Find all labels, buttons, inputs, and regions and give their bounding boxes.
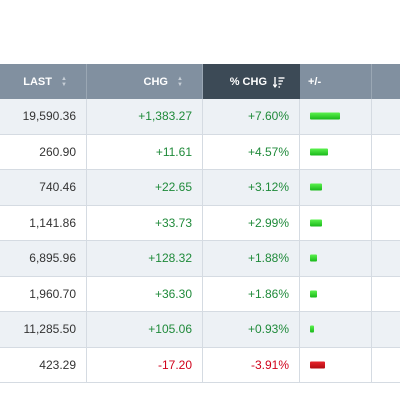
gain-bar [310,254,317,262]
cell-chg: +128.32 [87,241,203,276]
table-row[interactable]: 740.46 +22.65 +3.12% [0,170,400,206]
sort-updown-icon: ▲ ▼ [61,75,67,88]
cell-change-bar [300,276,372,311]
cell-next [372,99,400,134]
table-row[interactable]: 423.29 -17.20 -3.91% [0,347,400,383]
cell-last: 6,895.96 [0,241,87,276]
cell-chg: +105.06 [87,312,203,347]
table-row[interactable]: 1,141.86 +33.73 +2.99% [0,205,400,241]
cell-pct-chg: +1.88% [203,241,300,276]
cell-last: 11,285.50 [0,312,87,347]
cell-next [372,348,400,383]
cell-pct-chg: +7.60% [203,99,300,134]
column-header-plus-minus: +/- [300,64,372,99]
column-header-label: % CHG [229,75,267,88]
cell-change-bar [300,347,372,382]
table-body: 19,590.36 +1,383.27 +7.60% 260.90 +11.61 +4.5… [0,99,400,383]
cell-pct-chg: +1.86% [203,276,300,311]
cell-change-bar [300,312,372,347]
cell-next [372,206,400,241]
gain-bar [310,290,317,298]
cell-last: 19,590.36 [0,99,87,134]
column-header-pct-chg[interactable]: % CHG [203,64,300,99]
cell-last: 1,141.86 [0,205,87,240]
cell-pct-chg: -3.91% [203,347,300,382]
column-header-label: CHG [143,75,168,88]
cell-last: 1,960.70 [0,276,87,311]
cell-chg: +1,383.27 [87,99,203,134]
cell-chg: +36.30 [87,276,203,311]
gain-bar [310,112,340,120]
cell-change-bar [300,241,372,276]
gain-bar [310,325,314,333]
cell-next [372,170,400,205]
cell-change-bar [300,134,372,169]
table-header: LAST ▲ ▼ CHG ▲ ▼ % CHG +/- [0,64,400,99]
cell-chg: -17.20 [87,347,203,382]
gain-bar [310,148,328,156]
cell-chg: +22.65 [87,170,203,205]
table-row[interactable]: 6,895.96 +128.32 +1.88% [0,241,400,277]
cell-next [372,135,400,170]
cell-change-bar [300,170,372,205]
table-row[interactable]: 19,590.36 +1,383.27 +7.60% [0,99,400,135]
loss-bar [310,361,325,369]
column-header-next [372,64,400,99]
cell-next [372,277,400,312]
column-header-label: LAST [23,75,52,88]
cell-change-bar [300,205,372,240]
column-header-last[interactable]: LAST ▲ ▼ [0,64,87,99]
cell-pct-chg: +0.93% [203,312,300,347]
table-row[interactable]: 11,285.50 +105.06 +0.93% [0,312,400,348]
cell-pct-chg: +3.12% [203,170,300,205]
market-movers-table: LAST ▲ ▼ CHG ▲ ▼ % CHG +/- 19,590.36 +1,383… [0,64,400,383]
gain-bar [310,219,322,227]
cell-pct-chg: +2.99% [203,205,300,240]
sort-descending-icon [273,76,285,88]
table-row[interactable]: 1,960.70 +36.30 +1.86% [0,276,400,312]
cell-change-bar [300,99,372,134]
cell-chg: +33.73 [87,205,203,240]
cell-last: 740.46 [0,170,87,205]
sort-updown-icon: ▲ ▼ [177,75,183,88]
cell-next [372,312,400,347]
gain-bar [310,183,322,191]
table-row[interactable]: 260.90 +11.61 +4.57% [0,134,400,170]
cell-last: 260.90 [0,134,87,169]
cell-last: 423.29 [0,347,87,382]
cell-pct-chg: +4.57% [203,134,300,169]
cell-next [372,241,400,276]
cell-chg: +11.61 [87,134,203,169]
column-header-chg[interactable]: CHG ▲ ▼ [87,64,203,99]
column-header-label: +/- [308,75,322,88]
